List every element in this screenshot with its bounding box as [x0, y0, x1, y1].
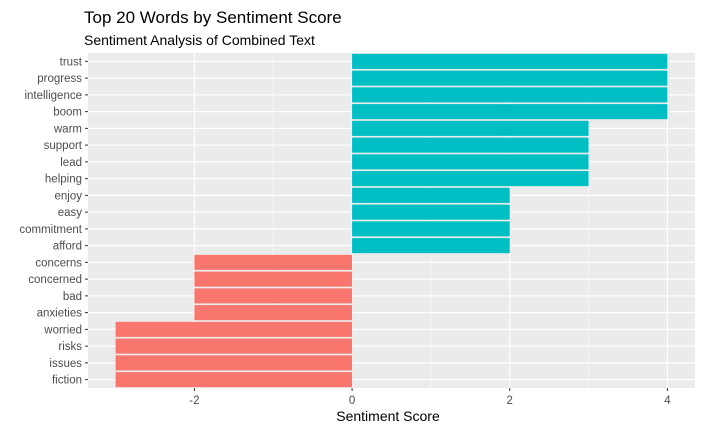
x-axis-title: Sentiment Score: [336, 408, 440, 424]
plot-panel: [88, 53, 695, 388]
x-tick-label: 0: [349, 395, 355, 407]
y-tick-label: easy: [58, 207, 83, 219]
x-tick-label: 2: [507, 395, 513, 407]
bar-concerns: [194, 254, 353, 270]
bar-risks: [115, 338, 353, 354]
bar-worried: [115, 321, 353, 337]
y-tick-label: warm: [53, 123, 82, 135]
y-tick-label: concerned: [28, 274, 82, 286]
y-tick-label: afford: [53, 241, 82, 253]
bar-anxieties: [194, 305, 353, 321]
bar-bad: [194, 288, 353, 304]
bar-concerned: [194, 271, 353, 287]
y-tick-label: lead: [60, 157, 82, 169]
bar-commitment: [352, 221, 510, 237]
bars-group: [115, 53, 668, 388]
bar-boom: [352, 104, 668, 120]
y-tick-label: worried: [43, 324, 82, 336]
y-tick-label: issues: [49, 358, 82, 370]
bar-issues: [115, 355, 353, 371]
x-tick-label: -2: [189, 395, 199, 407]
bar-trust: [352, 53, 668, 69]
y-tick-label: fiction: [52, 375, 82, 387]
y-tick-label: trust: [60, 56, 83, 68]
y-tick-label: anxieties: [37, 308, 83, 320]
chart-title: Top 20 Words by Sentiment Score: [84, 8, 342, 27]
bar-afford: [352, 238, 510, 254]
bar-easy: [352, 204, 510, 220]
y-tick-label: bad: [63, 291, 82, 303]
bar-enjoy: [352, 187, 510, 203]
bar-intelligence: [352, 87, 668, 103]
bar-fiction: [115, 372, 353, 388]
y-tick-label: enjoy: [55, 190, 83, 202]
x-axis: -2 0 2 4: [189, 388, 671, 407]
y-tick-label: intelligence: [24, 90, 82, 102]
y-tick-label: support: [44, 140, 83, 152]
bar-progress: [352, 70, 668, 86]
y-axis: trust progress intelligence boom warm support…: [19, 56, 88, 387]
chart-subtitle: Sentiment Analysis of Combined Text: [84, 32, 315, 48]
y-tick-label: risks: [58, 341, 82, 353]
bar-helping: [352, 171, 589, 187]
x-tick-label: 4: [664, 395, 671, 407]
bar-support: [352, 137, 589, 153]
y-tick-label: progress: [37, 73, 82, 85]
y-tick-label: boom: [53, 107, 82, 119]
bar-warm: [352, 120, 589, 136]
y-tick-label: concerns: [35, 257, 82, 269]
bar-lead: [352, 154, 589, 170]
y-tick-label: commitment: [19, 224, 82, 236]
y-tick-label: helping: [45, 174, 82, 186]
